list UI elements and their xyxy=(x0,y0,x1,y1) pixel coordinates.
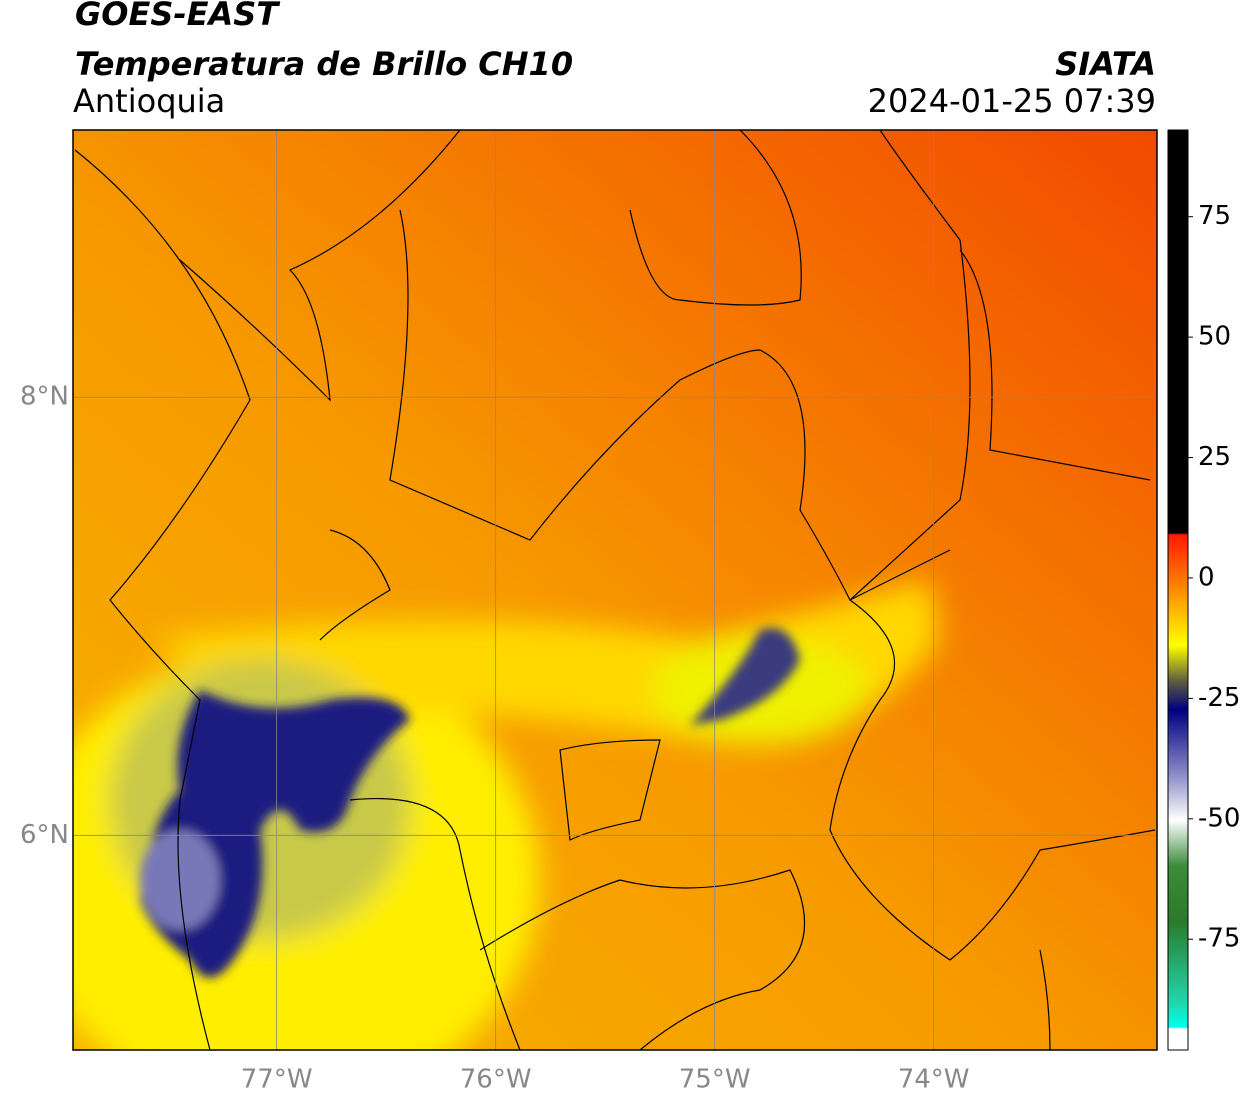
colorbar-tick-label: -75 xyxy=(1198,924,1240,954)
colorbar-tick-label: -50 xyxy=(1198,803,1240,833)
datetime: 2024-01-25 07:39 xyxy=(868,82,1156,120)
graticule xyxy=(73,130,1157,1050)
region: Antioquia xyxy=(73,82,225,120)
title: GOES-EAST xyxy=(75,0,280,33)
cold-cloud xyxy=(140,628,800,978)
colorbar-tick-label: -25 xyxy=(1198,683,1240,713)
x-tick-label: 77°W xyxy=(241,1065,313,1095)
y-tick-label: 6°N xyxy=(20,820,69,850)
subtitle: Temperatura de Brillo CH10 xyxy=(75,45,573,83)
map-frame xyxy=(72,129,1158,1051)
source: SIATA xyxy=(1055,45,1156,83)
map xyxy=(73,130,1157,1050)
x-tick-label: 74°W xyxy=(898,1065,970,1095)
colorbar-tick-label: 25 xyxy=(1198,442,1231,472)
colorbar-tick-label: 50 xyxy=(1198,322,1231,352)
colorbar-tick-label: 0 xyxy=(1198,562,1215,592)
x-tick-label: 75°W xyxy=(679,1065,751,1095)
y-tick-label: 8°N xyxy=(20,382,69,412)
colorbar xyxy=(1167,129,1189,1051)
x-tick-label: 76°W xyxy=(460,1065,532,1095)
colorbar-tick-label: 75 xyxy=(1198,201,1231,231)
boundaries xyxy=(74,130,1156,1050)
